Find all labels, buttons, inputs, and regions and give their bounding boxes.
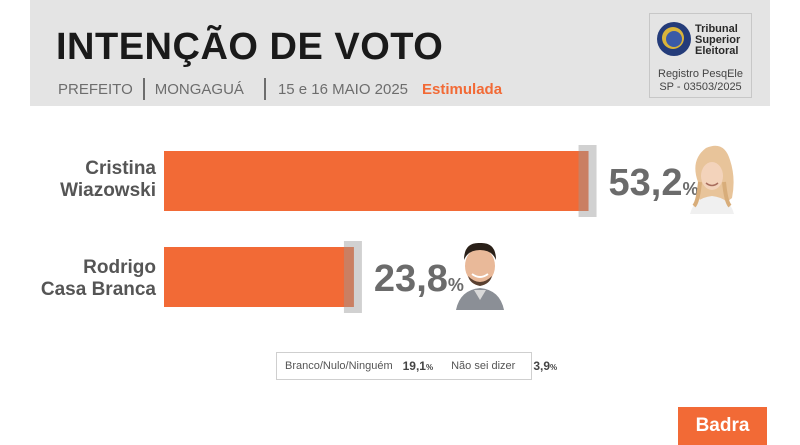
survey-info: PREFEITO MONGAGUÁ 15 e 16 MAIO 2025 Esti… bbox=[58, 78, 502, 100]
bar-1 bbox=[164, 151, 589, 211]
dont-know-label: Não sei dizer bbox=[451, 360, 516, 372]
header-panel: INTENÇÃO DE VOTO PREFEITO MONGAGUÁ 15 e … bbox=[30, 0, 770, 106]
tse-name: Tribunal Superior Eleitoral bbox=[695, 23, 741, 57]
blank-null-label: Branco/Nulo/Ninguém bbox=[285, 360, 393, 372]
candidate-name-2: Rodrigo Casa Branca bbox=[40, 257, 156, 300]
survey-mode-label: Estimulada bbox=[422, 80, 503, 98]
divider bbox=[263, 78, 266, 100]
blank-null-value: 19,1% bbox=[402, 359, 434, 373]
dont-know-value: 3,9% bbox=[533, 359, 558, 373]
candidate-2-avatar bbox=[456, 242, 504, 310]
dates-label: 15 e 16 MAIO 2025 bbox=[277, 80, 409, 98]
tse-seal-icon bbox=[657, 22, 691, 56]
value-label-1: 53,2% bbox=[609, 162, 699, 204]
office-label: PREFEITO bbox=[58, 80, 133, 98]
other-responses-box: Branco/Nulo/Ninguém 19,1% Não sei dizer … bbox=[276, 352, 557, 380]
brand-logo: Badra bbox=[678, 407, 767, 445]
bar-2 bbox=[164, 247, 354, 307]
bar-end-marker-1 bbox=[578, 145, 597, 217]
page-title: INTENÇÃO DE VOTO bbox=[56, 26, 444, 68]
city-label: MONGAGUÁ bbox=[154, 80, 244, 98]
candidate-name-1: Cristina Wiazowski bbox=[60, 158, 156, 201]
divider bbox=[142, 78, 145, 100]
tse-registry-box: Tribunal Superior Eleitoral Registro Pes… bbox=[649, 13, 752, 98]
tse-registry-number: Registro PesqEle SP - 03503/2025 bbox=[658, 68, 743, 93]
value-label-2: 23,8% bbox=[374, 258, 464, 300]
bar-end-marker-2 bbox=[343, 241, 362, 313]
candidate-1-avatar bbox=[690, 145, 734, 214]
